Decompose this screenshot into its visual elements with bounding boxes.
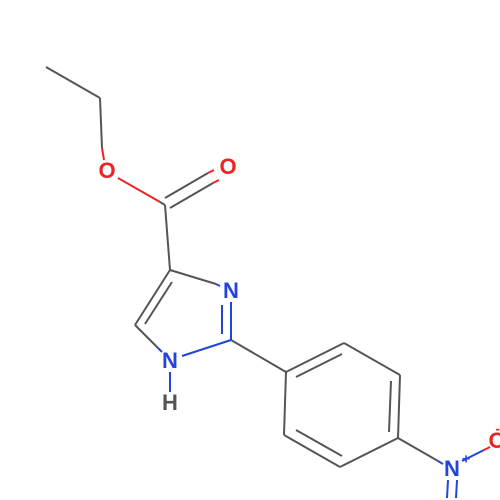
- bond-o1-c3a: [118, 178, 160, 202]
- bond-p3-p4: [398, 375, 400, 438]
- bond-p1-p2-b: [296, 354, 342, 377]
- bond-p4-n3a: [398, 438, 438, 461]
- bond-c2-ph: [231, 340, 286, 372]
- bond-c2-o1a: [100, 98, 102, 148]
- bond-o1-c3b: [160, 202, 165, 205]
- molecule-diagram: O O N N H N + O - O: [0, 0, 500, 500]
- bond-c3-c4: [165, 205, 170, 270]
- bond-n3-o4-2: [456, 480, 457, 498]
- bond-n3-o4-1: [447, 480, 448, 498]
- bond-c4-n1a: [170, 270, 216, 284]
- bond-n2-c2a: [182, 340, 231, 356]
- bond-p2-p3: [344, 343, 400, 375]
- atom-o2: O: [219, 154, 236, 179]
- bond-p4-p5: [340, 438, 398, 467]
- charge-plus: +: [462, 451, 470, 467]
- atom-h: H: [162, 390, 178, 415]
- bond-c3-o2-2a: [170, 183, 213, 208]
- atom-n3: N: [444, 456, 460, 481]
- atom-n1: N: [223, 278, 239, 303]
- bond-c5-n2a: [135, 325, 158, 348]
- bond-c3-o2-2b: [213, 180, 219, 183]
- bond-p4-n3b: [438, 461, 443, 464]
- bond-c3-o2-1a: [165, 173, 208, 198]
- atom-n2: N: [162, 348, 178, 373]
- bond-c1-c2: [46, 67, 100, 98]
- bond-p5-p6-b: [296, 430, 342, 456]
- bond-c3-o2-1b: [208, 170, 214, 173]
- bond-p3-p4-b: [389, 381, 391, 432]
- bond-c4-c5-1: [135, 270, 170, 325]
- atom-o1: O: [98, 158, 115, 183]
- bond-p6-p1: [284, 372, 286, 435]
- bond-c4-n1b: [216, 284, 220, 286]
- charge-minus: -: [495, 421, 500, 437]
